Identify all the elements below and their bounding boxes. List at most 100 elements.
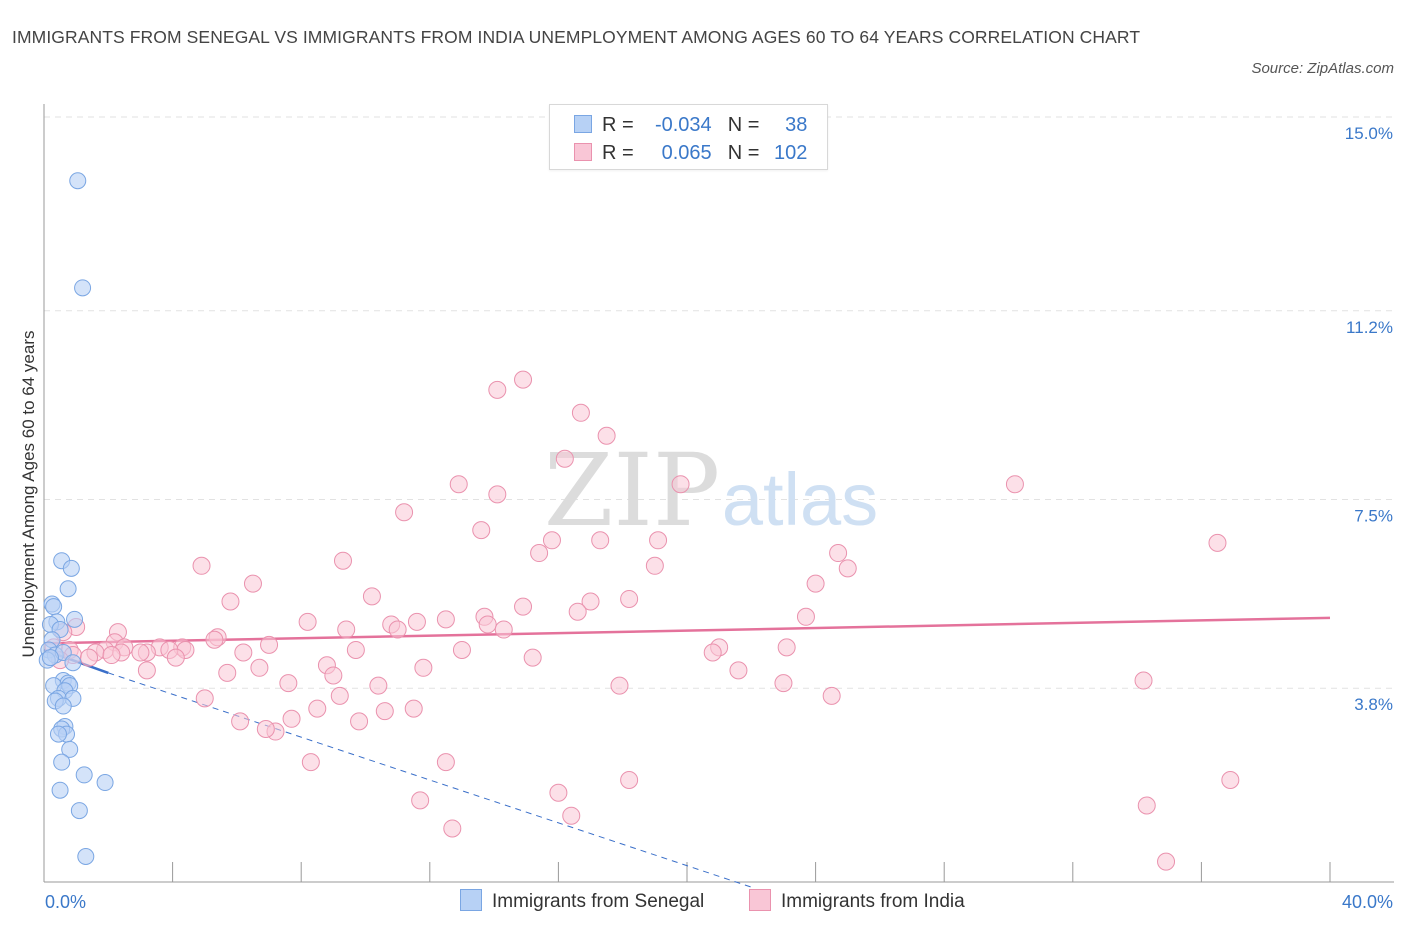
legend-swatch-india [749, 889, 771, 911]
data-point-senegal [53, 753, 71, 771]
source-label: Source: ZipAtlas.com [1251, 60, 1394, 77]
data-point-india [218, 663, 237, 682]
data-point-india [362, 587, 381, 606]
legend-swatch-india [574, 143, 592, 161]
data-point-senegal [74, 279, 92, 297]
data-point-india [1221, 771, 1240, 789]
data-point-india [298, 612, 317, 631]
x-tick-label: 0.0% [45, 892, 86, 912]
data-point-india [729, 661, 748, 680]
legend-swatch-senegal [574, 115, 592, 133]
data-point-india [301, 753, 320, 772]
y-tick-label: 3.8% [1354, 695, 1393, 714]
data-point-india [1005, 475, 1024, 494]
data-point-india [308, 699, 327, 718]
legend-label-india: Immigrants from India [781, 891, 965, 912]
data-point-india [620, 771, 639, 789]
trend-line-senegal-extension [108, 672, 752, 888]
legend-n-label: N = [727, 142, 760, 164]
data-point-india [137, 661, 156, 680]
data-point-senegal [45, 598, 63, 616]
data-point-india [234, 643, 253, 662]
legend-r-value: -0.034 [654, 114, 712, 136]
y-tick-label: 11.2% [1346, 318, 1393, 337]
data-point-india [395, 503, 414, 522]
data-point-india [1134, 671, 1153, 690]
data-point-india [166, 648, 185, 667]
data-point-india [796, 607, 815, 626]
data-point-india [102, 646, 121, 665]
data-point-india [838, 559, 857, 578]
data-point-india [620, 589, 639, 608]
legend-item-india: Immigrants from India [749, 888, 965, 916]
data-point-india [829, 544, 848, 563]
data-point-senegal [66, 610, 84, 628]
tick-labels: 3.8% 7.5% 11.2% 15.0% 0.0% 40.0% [45, 124, 1393, 912]
gridlines [44, 116, 1394, 689]
legend-n-value: 38 [785, 114, 808, 136]
data-point-india [195, 689, 214, 708]
data-point-india [221, 592, 240, 611]
legend-n-value: 102 [774, 142, 808, 164]
series-senegal [38, 172, 114, 865]
legend-item-senegal: Immigrants from Senegal [460, 888, 704, 916]
data-point-india [472, 521, 491, 540]
data-point-india [449, 475, 468, 494]
data-point-india [549, 783, 568, 802]
data-point-india [231, 712, 250, 731]
data-point-india [350, 712, 369, 731]
data-point-india [822, 686, 841, 705]
data-point-india [494, 620, 513, 639]
data-point-india [806, 574, 825, 593]
axes [43, 104, 1394, 883]
data-point-india [1157, 852, 1176, 871]
data-point-india [369, 676, 388, 695]
legend-row-india: R = 0.065 N = 102 [574, 139, 807, 167]
data-point-india [324, 666, 343, 685]
data-point-india [346, 640, 365, 659]
data-point-india [571, 403, 590, 422]
data-point-india [337, 620, 356, 639]
legend-r-label: R = [602, 114, 634, 136]
data-point-india [256, 720, 275, 738]
data-point-india [703, 643, 722, 662]
data-point-senegal [54, 697, 72, 715]
data-point-india [131, 643, 150, 662]
data-point-india [282, 709, 301, 728]
data-point-india [436, 610, 455, 629]
legend-swatch-senegal [460, 889, 482, 911]
data-point-india [597, 426, 616, 445]
data-point-india [404, 699, 423, 718]
data-point-india [443, 819, 462, 838]
data-point-india [1137, 796, 1156, 815]
data-point-india [488, 485, 507, 504]
legend-r-label: R = [602, 142, 634, 164]
data-point-india [562, 806, 581, 825]
data-point-india [645, 556, 664, 575]
data-point-india [1208, 533, 1227, 552]
data-point-senegal [51, 781, 69, 799]
y-tick-label: 7.5% [1354, 507, 1393, 526]
data-point-india [671, 475, 690, 494]
data-point-india [542, 531, 561, 550]
data-point-senegal [70, 802, 88, 820]
data-point-india [192, 556, 211, 575]
stats-legend: R = -0.034 N = 38 R = 0.065 N = 102 [549, 104, 828, 170]
data-point-india [523, 648, 542, 667]
y-axis-label: Unemployment Among Ages 60 to 64 years [19, 331, 38, 658]
data-point-india [414, 658, 433, 677]
data-point-senegal [96, 774, 114, 792]
data-point-senegal [62, 559, 80, 577]
data-point-senegal [59, 580, 77, 598]
legend-row-senegal: R = -0.034 N = 38 [574, 111, 807, 139]
data-point-india [80, 648, 99, 667]
watermark-atlas: atlas [722, 458, 878, 541]
data-point-senegal [75, 766, 93, 784]
legend-r-value: 0.065 [661, 142, 712, 164]
data-point-india [388, 620, 407, 639]
data-point-senegal [77, 848, 95, 865]
data-point-senegal [61, 740, 79, 758]
data-point-india [488, 380, 507, 399]
y-tick-label: 15.0% [1345, 124, 1393, 143]
